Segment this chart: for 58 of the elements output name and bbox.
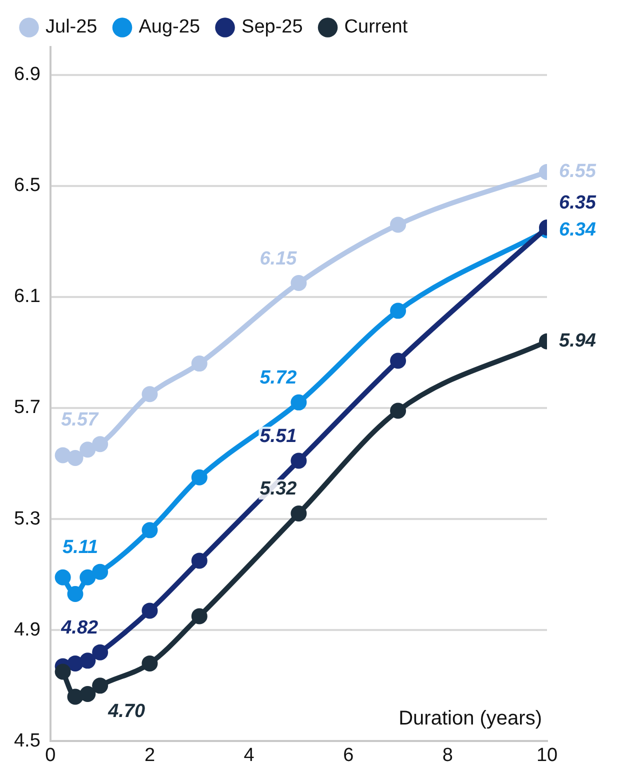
x-tick-label: 2 (144, 744, 156, 766)
y-tick-label: 5.3 (14, 508, 40, 530)
y-tick-label: 5.7 (14, 397, 40, 418)
point (142, 522, 158, 538)
point (54, 664, 71, 680)
point (54, 569, 71, 586)
point (390, 402, 406, 419)
point (290, 394, 307, 410)
y-tick-label: 6.1 (14, 286, 40, 308)
legend-label: Current (344, 16, 408, 38)
point (290, 452, 307, 469)
point (92, 678, 108, 694)
legend-label: Jul-25 (46, 16, 98, 38)
legend-label: Aug-25 (138, 16, 200, 38)
data-label: 5.57 (61, 409, 100, 430)
point (92, 436, 108, 452)
x-axis-title: Duration (years) (398, 708, 542, 730)
point (390, 216, 406, 233)
data-label: 6.34 (559, 220, 596, 241)
x-tick-label: 8 (442, 744, 453, 766)
y-tick-label: 6.5 (14, 175, 40, 196)
point (191, 356, 208, 372)
data-label: 5.51 (260, 426, 297, 447)
point (80, 652, 96, 669)
legend-label: Sep-25 (242, 16, 303, 38)
point (191, 552, 208, 569)
point (390, 352, 406, 369)
y-tick-label: 4.5 (14, 730, 40, 752)
x-tick-label: 6 (343, 744, 354, 766)
point (290, 506, 307, 522)
data-label: 6.15 (260, 248, 298, 270)
point (67, 586, 84, 602)
data-label: 4.82 (60, 618, 99, 639)
x-tick-label: 10 (536, 744, 558, 766)
data-label: 6.55 (559, 161, 596, 182)
point (67, 450, 84, 466)
y-tick-label: 4.9 (14, 619, 40, 640)
point (142, 386, 158, 402)
point (142, 655, 158, 672)
x-tick-label: 4 (244, 744, 255, 766)
data-label: 5.94 (559, 330, 596, 352)
point (80, 686, 96, 702)
data-label: 5.32 (260, 478, 298, 500)
point (80, 569, 96, 586)
point (390, 302, 406, 319)
point (191, 608, 208, 624)
point (290, 275, 307, 292)
point (80, 442, 96, 458)
data-label: 5.11 (62, 537, 98, 558)
data-label: 4.70 (107, 700, 146, 722)
data-label: 5.72 (260, 368, 298, 389)
y-tick-label: 6.9 (14, 64, 40, 85)
data-label: 6.35 (559, 192, 596, 214)
x-tick-label: 0 (45, 744, 56, 766)
point (142, 602, 158, 619)
point (92, 644, 108, 660)
point (92, 564, 108, 580)
point (191, 469, 208, 486)
